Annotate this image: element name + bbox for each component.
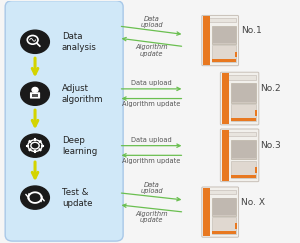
Text: Algorithm update: Algorithm update <box>122 101 181 107</box>
Text: Data
analysis: Data analysis <box>62 32 97 52</box>
Bar <box>232 141 256 158</box>
Bar <box>212 217 236 234</box>
Bar <box>222 73 229 124</box>
Bar <box>203 188 210 236</box>
Circle shape <box>21 30 50 53</box>
Bar <box>231 118 256 122</box>
Bar <box>232 84 256 102</box>
Text: No. X: No. X <box>241 198 265 207</box>
Bar <box>212 45 236 62</box>
Bar <box>212 231 236 234</box>
Circle shape <box>21 82 50 105</box>
Bar <box>223 132 256 136</box>
FancyBboxPatch shape <box>202 187 238 237</box>
Bar <box>235 223 237 229</box>
Bar <box>212 59 236 62</box>
Bar <box>222 130 229 181</box>
FancyBboxPatch shape <box>30 92 40 99</box>
FancyBboxPatch shape <box>5 1 123 241</box>
Bar <box>231 161 256 178</box>
Text: Data
upload: Data upload <box>140 16 163 28</box>
Text: Deep
learning: Deep learning <box>62 136 97 156</box>
Bar <box>213 26 236 43</box>
Text: No.1: No.1 <box>241 26 262 35</box>
Bar <box>203 16 210 65</box>
FancyBboxPatch shape <box>220 72 259 125</box>
Text: Algorithm
update: Algorithm update <box>135 44 168 57</box>
Bar <box>231 83 256 103</box>
FancyBboxPatch shape <box>220 129 259 182</box>
Text: No.2: No.2 <box>260 84 281 93</box>
Text: Data
upload: Data upload <box>140 182 163 194</box>
Bar <box>255 167 257 173</box>
Text: Test &
update: Test & update <box>62 188 92 208</box>
Bar <box>255 110 257 116</box>
Circle shape <box>21 186 50 209</box>
Bar <box>231 140 256 159</box>
Text: Algorithm update: Algorithm update <box>122 158 181 164</box>
Bar <box>231 104 256 122</box>
Bar <box>235 52 237 58</box>
Text: Adjust
algorithm: Adjust algorithm <box>62 84 104 104</box>
Bar <box>212 198 236 216</box>
Text: Data upload: Data upload <box>131 137 172 143</box>
Circle shape <box>32 87 38 92</box>
Bar <box>212 26 236 44</box>
Circle shape <box>21 134 50 157</box>
FancyBboxPatch shape <box>202 16 238 66</box>
Bar <box>205 190 236 194</box>
Bar <box>231 175 256 178</box>
Text: Algorithm
update: Algorithm update <box>135 210 168 223</box>
Text: No.3: No.3 <box>260 141 281 150</box>
Bar <box>223 75 256 79</box>
Text: Data upload: Data upload <box>131 80 172 87</box>
Bar <box>213 198 236 215</box>
Bar <box>205 18 236 22</box>
Bar <box>32 94 38 97</box>
